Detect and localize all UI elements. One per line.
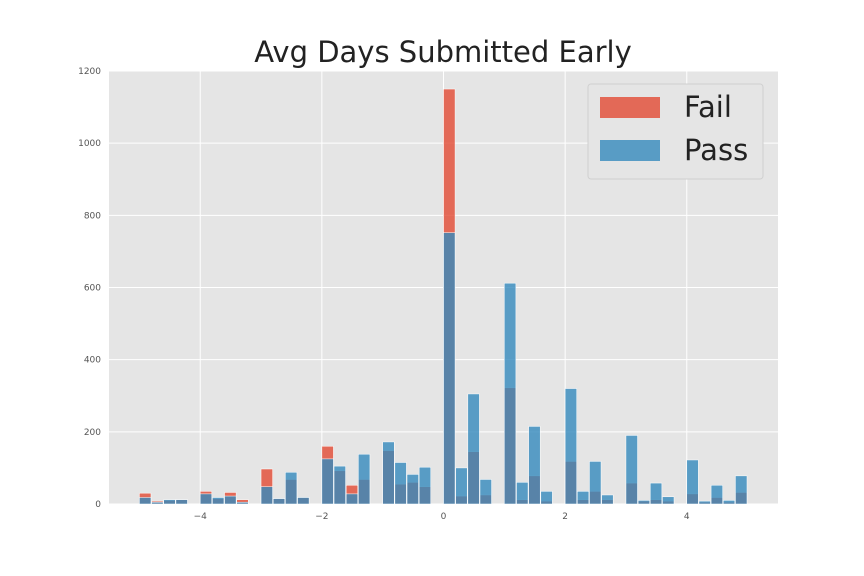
- bar-pass: [321, 458, 334, 505]
- bar-pass: [601, 494, 614, 505]
- bar-pass: [212, 497, 225, 505]
- bar-pass: [236, 501, 249, 505]
- bar-pass: [564, 388, 577, 505]
- legend-swatch-pass: [600, 140, 660, 161]
- legend-swatch-fail: [600, 97, 660, 118]
- bar-pass: [650, 482, 663, 505]
- bar-pass: [394, 462, 407, 505]
- bar-pass: [528, 426, 541, 505]
- bar-pass: [540, 491, 553, 505]
- bar-pass: [260, 486, 273, 505]
- x-tick-label: 4: [684, 512, 690, 522]
- bar-pass: [735, 475, 748, 505]
- y-tick-label: 800: [84, 211, 101, 221]
- bar-pass: [516, 482, 529, 505]
- bar-pass: [175, 499, 188, 505]
- x-tick-label: −2: [315, 512, 328, 522]
- x-tick-label: 0: [441, 512, 447, 522]
- bar-pass: [163, 499, 176, 505]
- bar-pass: [199, 493, 213, 505]
- bar-pass: [285, 471, 298, 505]
- bar-pass: [358, 453, 371, 505]
- chart-title: Avg Days Submitted Early: [254, 35, 631, 69]
- bar-pass: [577, 491, 590, 505]
- bar-pass: [333, 465, 346, 505]
- bar-pass: [151, 501, 164, 505]
- y-tick-label: 200: [84, 428, 101, 438]
- bar-pass: [382, 441, 395, 505]
- bar-pass: [479, 479, 492, 505]
- bar-pass: [723, 500, 736, 505]
- bar-pass: [686, 459, 699, 505]
- bar-pass: [406, 474, 419, 505]
- bar-pass: [662, 496, 675, 505]
- bar-pass: [455, 467, 468, 505]
- bar-pass: [272, 498, 286, 505]
- bar-pass: [637, 500, 650, 505]
- legend-label-fail: Fail: [684, 90, 732, 124]
- x-tick-label: 2: [562, 512, 568, 522]
- bar-pass: [710, 484, 723, 505]
- bar-pass: [504, 282, 517, 505]
- legend-label-pass: Pass: [684, 133, 748, 167]
- bar-pass: [297, 497, 310, 505]
- y-tick-label: 1200: [78, 67, 101, 77]
- y-tick-label: 1000: [78, 139, 101, 149]
- bar-pass: [345, 493, 359, 505]
- bar-pass: [589, 461, 602, 505]
- bar-pass: [698, 500, 711, 505]
- bar-pass: [139, 497, 152, 505]
- y-tick-label: 600: [84, 284, 101, 294]
- y-tick-label: 400: [84, 356, 101, 366]
- x-tick-label: −4: [194, 512, 208, 522]
- y-tick-label: 0: [95, 500, 101, 510]
- bar-pass: [443, 232, 456, 505]
- bar-pass: [224, 495, 237, 505]
- bar-pass: [625, 435, 638, 505]
- bar-pass: [418, 466, 431, 505]
- bar-pass: [467, 393, 480, 505]
